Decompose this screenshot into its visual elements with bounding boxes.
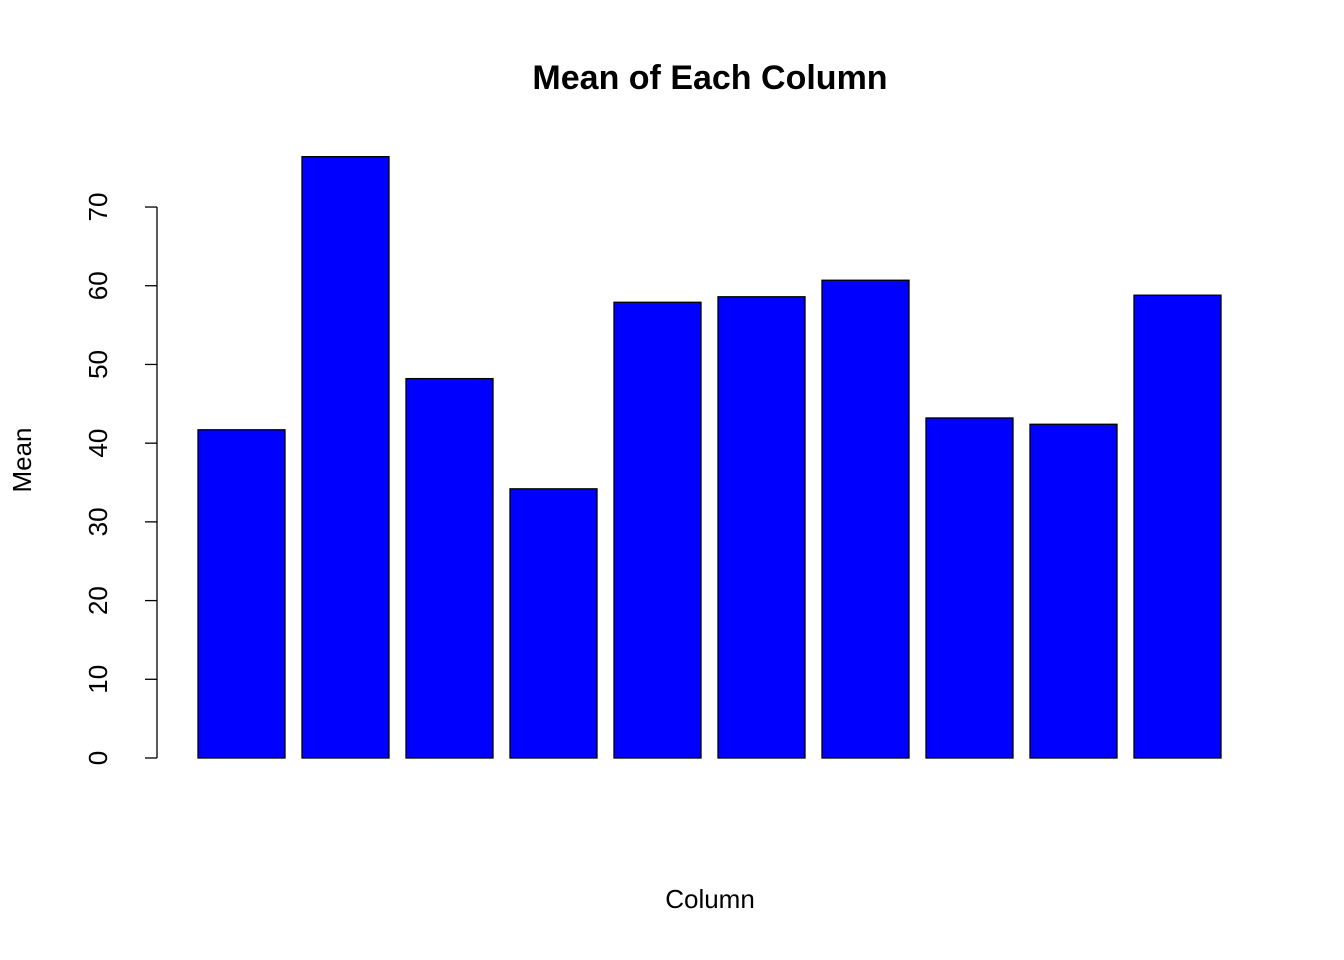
y-tick-label: 10 [83,665,113,694]
bar [925,417,1014,759]
bar [405,377,494,759]
y-tick-label: 50 [83,350,113,379]
bar [821,279,910,759]
x-axis-label: Column [665,884,755,914]
bar [717,296,806,759]
bar [197,429,286,759]
bar [301,156,390,759]
chart-title: Mean of Each Column [532,59,887,97]
y-tick-label: 30 [83,507,113,536]
bar [509,488,598,759]
y-tick-label: 40 [83,429,113,458]
y-tick-label: 60 [83,271,113,300]
bar [1133,294,1222,759]
y-axis-label: Mean [7,427,37,492]
y-tick-label: 20 [83,586,113,615]
bar [613,301,702,759]
bar [1029,423,1118,759]
y-tick-label: 0 [83,751,113,765]
y-tick-label: 70 [83,193,113,222]
